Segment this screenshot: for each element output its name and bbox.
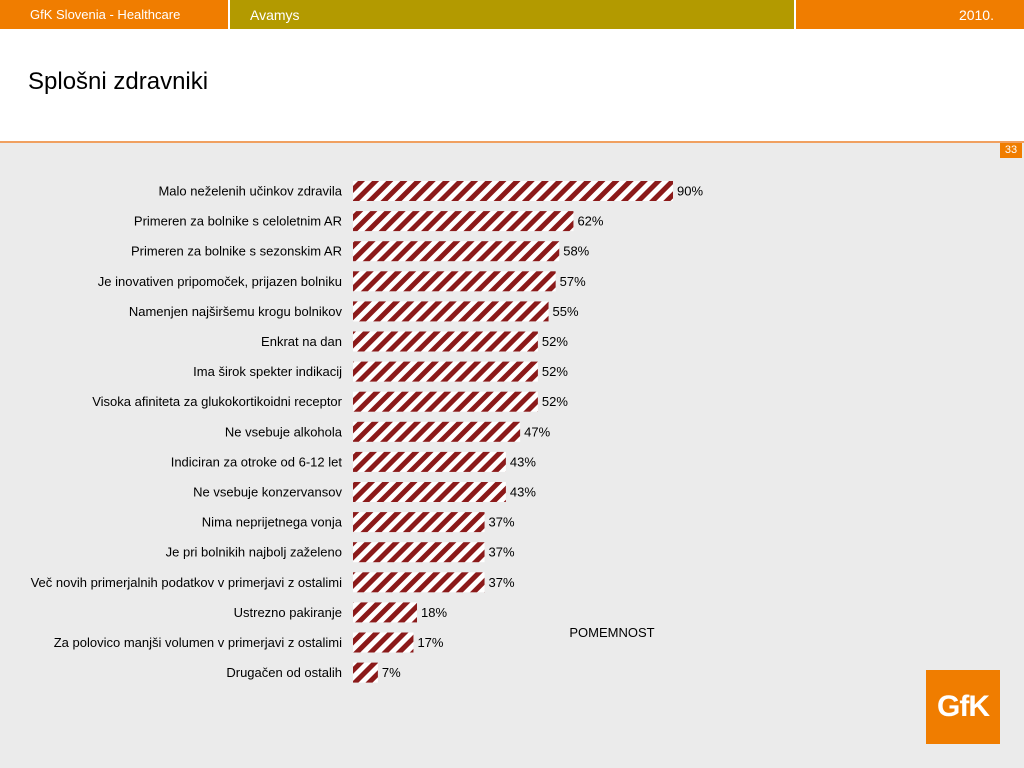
value-label: 55% [553, 304, 579, 319]
category-label: Malo neželenih učinkov zdravila [158, 184, 342, 199]
bar-chart: Malo neželenih učinkov zdravila 90% Primer… [31, 181, 703, 683]
category-label: Za polovico manjši volumen v primerjavi … [54, 635, 342, 650]
bar [353, 512, 485, 533]
value-label: 37% [489, 575, 515, 590]
value-label: 62% [577, 214, 603, 229]
page-number: 33 [1000, 143, 1022, 158]
category-label: Ima širok spekter indikacij [193, 364, 342, 379]
bar [353, 301, 549, 322]
bar [353, 632, 414, 653]
value-label: 58% [563, 244, 589, 259]
bar [353, 572, 485, 593]
value-label: 37% [489, 515, 515, 530]
page-title: Splošni zdravniki [28, 68, 209, 95]
value-label: 43% [510, 485, 536, 500]
category-label: Primeren za bolnike s celoletnim AR [134, 214, 342, 229]
value-label: 52% [542, 334, 568, 349]
header-divider [794, 0, 796, 29]
category-label: Je inovativen pripomoček, prijazen bolni… [98, 274, 342, 289]
value-label: 43% [510, 454, 536, 469]
category-label: Je pri bolnikih najbolj zaželeno [166, 545, 342, 560]
header-company: GfK Slovenia - Healthcare [0, 0, 228, 29]
value-label: 37% [489, 545, 515, 560]
value-label: 7% [382, 665, 401, 680]
top-bar: GfK Slovenia - Healthcare Avamys 2010. [0, 0, 1024, 29]
value-label: 47% [524, 424, 550, 439]
bar [353, 361, 538, 382]
category-label: Indiciran za otroke od 6-12 let [171, 454, 343, 469]
bar [353, 391, 538, 412]
bar [353, 482, 506, 502]
value-label: 17% [417, 635, 443, 650]
value-label: 90% [677, 184, 703, 199]
bar [353, 451, 506, 472]
logo-text: GfK [937, 690, 990, 723]
bar [353, 542, 485, 563]
category-label: Več novih primerjalnih podatkov v primer… [31, 575, 343, 590]
bar [353, 662, 378, 683]
bar [353, 421, 521, 442]
bars-group: Malo neželenih učinkov zdravila 90% Primer… [31, 181, 703, 683]
category-label: Primeren za bolnike s sezonskim AR [131, 244, 342, 259]
category-label: Ne vsebuje alkohola [225, 424, 343, 439]
title-divider [0, 141, 1024, 143]
bar [353, 211, 574, 232]
category-label: Nima neprijetnega vonja [202, 515, 343, 530]
value-label: 52% [542, 364, 568, 379]
chart-annotation: POMEMNOST [569, 625, 654, 640]
value-label: 52% [542, 394, 568, 409]
gfk-logo: GfK [926, 670, 1000, 744]
header-divider [228, 0, 230, 29]
bar [353, 241, 560, 262]
category-label: Visoka afiniteta za glukokortikoidni rec… [92, 394, 342, 409]
category-label: Namenjen najširšemu krogu bolnikov [129, 304, 343, 319]
category-label: Enkrat na dan [261, 334, 342, 349]
category-label: Ustrezno pakiranje [234, 605, 342, 620]
category-label: Ne vsebuje konzervansov [193, 485, 342, 500]
header-product: Avamys [230, 0, 794, 29]
category-label: Drugačen od ostalih [226, 665, 342, 680]
value-label: 57% [560, 274, 586, 289]
bar [353, 271, 556, 292]
bar [353, 602, 417, 623]
value-label: 18% [421, 605, 447, 620]
header-year: 2010. [796, 0, 1024, 29]
bar [353, 181, 673, 201]
bar [353, 331, 538, 352]
